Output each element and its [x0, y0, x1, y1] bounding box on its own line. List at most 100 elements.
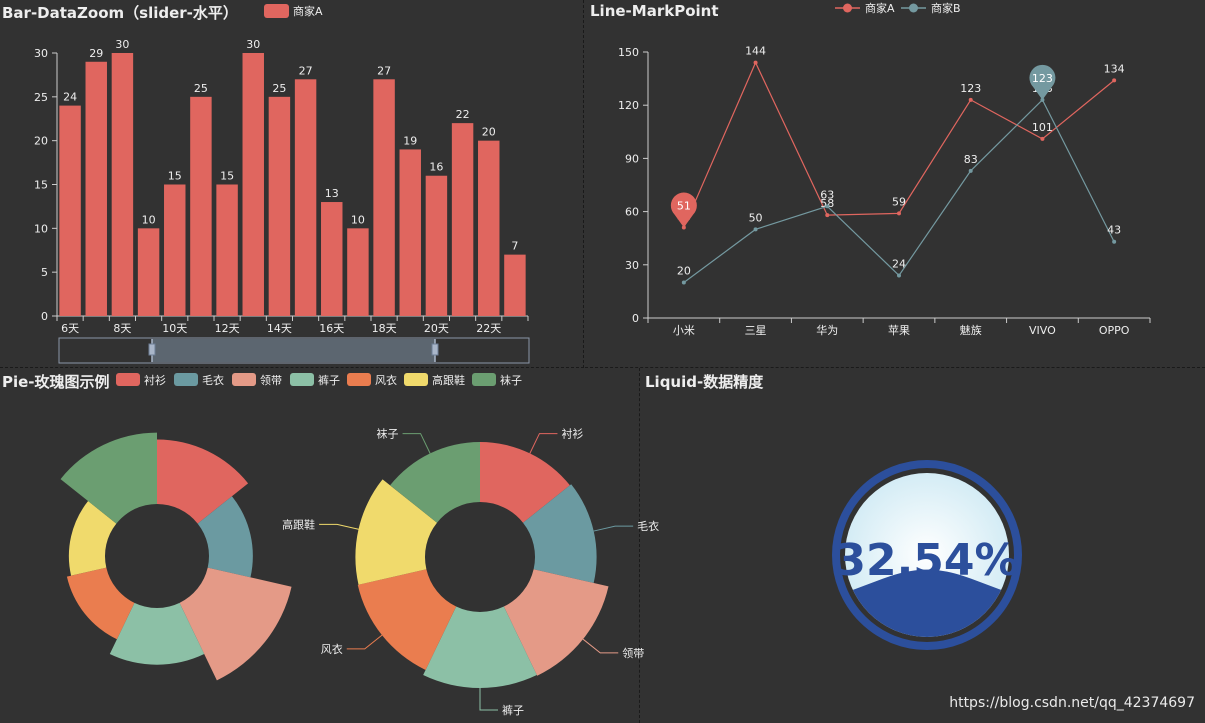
bar	[373, 79, 395, 316]
liquid-chart: 32.54%	[832, 460, 1022, 650]
bar-value-label: 22	[456, 108, 470, 121]
bar-value-label: 30	[246, 38, 260, 51]
y-tick-label: 90	[625, 152, 639, 165]
bar-value-label: 20	[482, 126, 496, 139]
rose-area-sector	[523, 484, 597, 583]
x-tick-label: 华为	[816, 323, 838, 337]
legend-swatch	[290, 373, 314, 386]
rose-radius-sector	[197, 496, 253, 578]
x-tick-label: 14天	[267, 322, 292, 335]
legend-label: 袜子	[500, 373, 522, 387]
point-value-label: 144	[745, 45, 766, 58]
bar	[347, 228, 369, 316]
rose-area-label: 风衣	[321, 642, 343, 656]
rose-radius-sector	[66, 567, 135, 640]
liquid-value-label: 32.54%	[835, 535, 1018, 586]
legend-swatch-商家A	[264, 4, 289, 18]
point-value-label: 83	[964, 153, 978, 166]
bar	[478, 140, 500, 316]
legend-marker	[843, 3, 852, 13]
rose-area-label: 高跟鞋	[282, 517, 315, 531]
bar-datazoom-panel: Bar-DataZoom（slider-水平） 商家A 0 5 10 15 20 25 30 2…	[0, 0, 584, 368]
point-value-label: 123	[960, 82, 981, 95]
series-point	[1040, 97, 1045, 102]
y-tick-label: 15	[34, 179, 48, 192]
legend-label: 衬衫	[144, 374, 166, 387]
datazoom-handle[interactable]	[148, 343, 156, 356]
bar-value-label: 15	[168, 170, 182, 183]
x-tick-label: OPPO	[1099, 324, 1130, 337]
rose-label-line	[593, 525, 634, 532]
rose-area-sector	[390, 442, 480, 523]
x-tick-label: 22天	[476, 322, 501, 335]
rose-area-label: 衬衫	[561, 428, 583, 441]
bar-value-label: 10	[351, 213, 365, 226]
point-value-label: 50	[749, 211, 763, 224]
bar	[504, 254, 526, 316]
series-point	[825, 204, 830, 209]
rose-area-label: 袜子	[377, 427, 399, 441]
bar	[242, 53, 264, 316]
bar	[268, 96, 291, 316]
bar-value-label: 27	[299, 64, 313, 77]
pie-chart-title: Pie-玫瑰图示例	[2, 373, 110, 391]
y-tick-label: 10	[34, 222, 48, 235]
bar	[451, 123, 474, 316]
x-tick-label: 10天	[162, 322, 187, 335]
legend-swatch	[404, 373, 428, 386]
x-tick-label: 20天	[424, 322, 449, 335]
x-tick-label: 6天	[61, 322, 79, 335]
series-point	[968, 168, 973, 173]
point-value-label: 24	[892, 257, 906, 270]
series-point	[681, 225, 686, 230]
bar-value-label: 30	[115, 38, 129, 51]
bar-value-label: 19	[403, 134, 417, 147]
point-value-label: 59	[892, 195, 906, 208]
datazoom-handle[interactable]	[431, 343, 439, 356]
rose-area-sector	[503, 569, 609, 676]
point-value-label: 20	[677, 265, 691, 278]
liquid-outline	[832, 460, 1022, 650]
x-tick-label: VIVO	[1029, 324, 1056, 337]
y-tick-label: 0	[632, 312, 639, 325]
bar-value-label: 25	[194, 82, 208, 95]
series-point	[681, 280, 686, 285]
x-tick-label: 小米	[673, 324, 695, 337]
x-tick-label: 18天	[372, 322, 397, 335]
bar	[137, 228, 160, 316]
y-tick-label: 25	[34, 91, 48, 104]
rose-label-line	[346, 634, 383, 650]
line-chart-title: Line-MarkPoint	[590, 2, 719, 20]
bar-value-label: 13	[325, 187, 339, 200]
markpoint-pin	[1029, 64, 1056, 100]
rose-radius-sector	[60, 432, 158, 524]
markpoint-pin	[670, 192, 697, 228]
y-tick-label: 120	[618, 99, 639, 112]
legend-swatch	[116, 373, 140, 386]
series-point	[968, 97, 973, 102]
line-chart: 商家A 商家B 0 30 60 90 120 150 小米 三星 华为 苹果 魅族 VIVO OPPO 51 1…	[618, 1, 1151, 337]
rose-area-sector	[480, 442, 570, 523]
bar	[399, 149, 421, 316]
rose-area-sector	[355, 479, 437, 585]
series-point	[1040, 136, 1045, 141]
legend-label: 商家A	[865, 1, 895, 15]
bar	[425, 175, 448, 316]
bar-value-label: 24	[63, 91, 77, 104]
y-tick-label: 0	[41, 310, 48, 323]
point-value-label: 101	[1032, 121, 1053, 134]
bar-value-label: 27	[377, 64, 391, 77]
legend-label: 商家A	[293, 4, 323, 18]
point-value-label: 134	[1104, 62, 1125, 75]
pie-rose-panel: Pie-玫瑰图示例 衬衫 毛衣 领带 裤子 风衣 高跟鞋 袜子 衬衫 毛衣 领带 裤子 风衣 高跟鞋 袜子	[0, 368, 659, 723]
rose-radius-sector	[68, 501, 117, 576]
bar-value-label: 25	[272, 82, 286, 95]
rose-label-line	[402, 433, 431, 454]
bar	[294, 79, 317, 316]
series-point	[753, 227, 758, 232]
datazoom-selection[interactable]	[152, 339, 435, 362]
rose-radius-sector	[179, 567, 292, 681]
x-tick-label: 16天	[319, 322, 344, 335]
y-tick-label: 60	[625, 206, 639, 219]
